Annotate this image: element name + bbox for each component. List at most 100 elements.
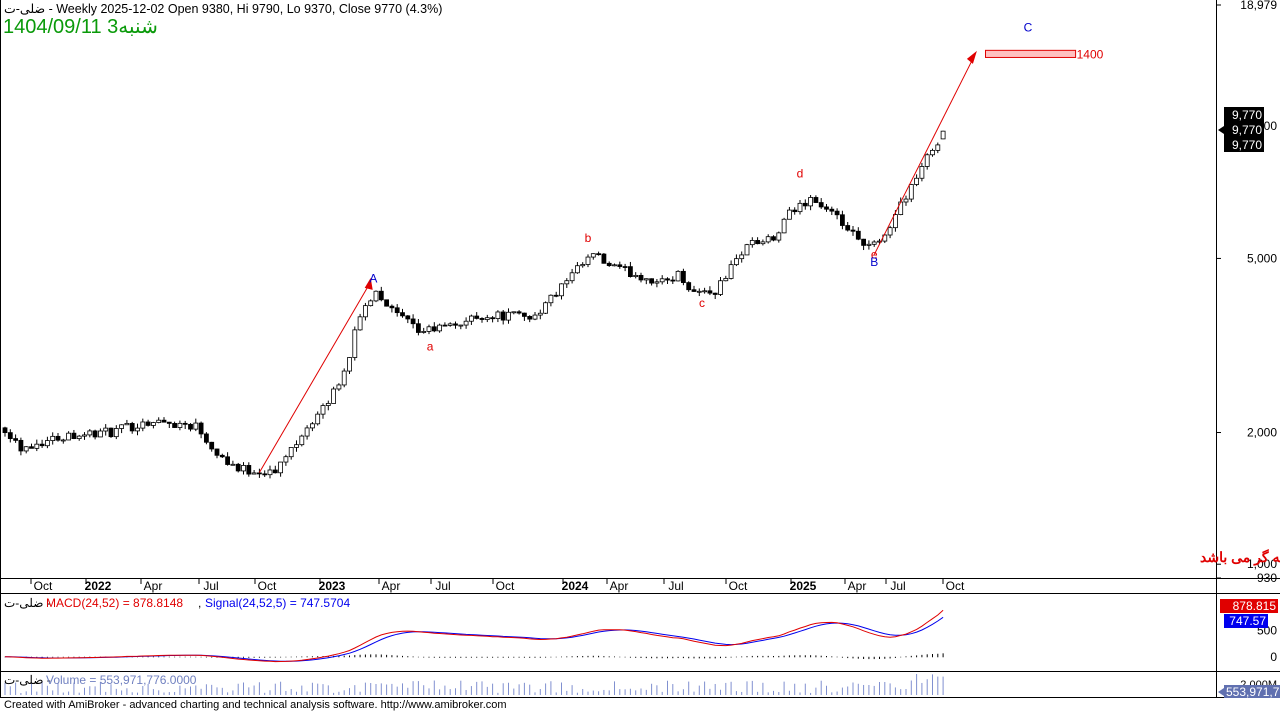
candle-body: [527, 316, 533, 320]
candle-body: [850, 229, 856, 232]
candle-body: [559, 283, 564, 297]
candle-body: [241, 465, 246, 472]
candle-body: [718, 280, 723, 295]
x-tick-label: 2022: [85, 579, 112, 593]
candle-body: [103, 427, 109, 432]
candle-body: [442, 324, 448, 327]
candle-body: [193, 422, 199, 430]
candle-body: [628, 266, 633, 277]
candle-body: [405, 315, 411, 320]
candle-body: [522, 312, 527, 317]
candle-body: [278, 461, 284, 474]
candle-body: [384, 299, 390, 307]
volume-legend-prefix: ضلی-ت -: [4, 673, 51, 687]
candle-body: [845, 225, 851, 231]
candle-body: [66, 432, 71, 441]
candle-body: [564, 280, 570, 285]
macd-legend-sep: ,: [198, 596, 201, 610]
volume-pane[interactable]: 2,000M553,971,7: [4, 674, 1280, 699]
candle-body: [654, 281, 660, 284]
candle-body: [225, 456, 231, 465]
wave-label-d: d: [797, 167, 804, 181]
candle-body: [341, 370, 347, 386]
candle-body: [537, 312, 543, 316]
x-tick-label: Oct: [34, 579, 53, 593]
trend-line-c: [873, 54, 976, 255]
candle-body: [728, 264, 734, 279]
candle-body: [18, 439, 24, 452]
candle-body: [744, 244, 750, 256]
candle-body: [596, 253, 601, 256]
candle-body: [734, 258, 739, 266]
candle-body: [315, 413, 321, 425]
candle-body: [98, 430, 103, 438]
candle-body: [288, 447, 294, 458]
candle-body: [357, 316, 363, 331]
signal-legend: Signal(24,52,5) = 747.5704: [205, 596, 350, 610]
candle-body: [23, 446, 29, 452]
candle-body: [140, 421, 146, 429]
candle-body: [903, 198, 909, 203]
candle-body: [262, 473, 268, 476]
x-tick-label: Apr: [848, 579, 867, 593]
candle-body: [29, 446, 34, 449]
wave-label-A: A: [369, 272, 377, 286]
candle-body: [893, 214, 898, 229]
macd-value-box: [1220, 599, 1278, 613]
candle-body: [543, 302, 548, 314]
candle-body: [739, 254, 745, 260]
candle-body: [712, 292, 718, 295]
x-tick-label: Jul: [890, 579, 905, 593]
candle-body: [659, 278, 665, 283]
candle-body: [453, 323, 458, 326]
candle-body: [182, 422, 188, 425]
x-tick-label: 2025: [790, 579, 817, 593]
candle-body: [691, 289, 697, 292]
candle-body: [468, 315, 474, 322]
candle-body: [696, 290, 702, 293]
candle-body: [2, 427, 8, 434]
candle-body: [781, 218, 787, 234]
macd-value-label: 878.815: [1233, 599, 1277, 613]
candle-body: [309, 423, 315, 429]
candle-body: [76, 435, 82, 440]
trend-arrow-c: [966, 50, 977, 64]
candle-body: [723, 278, 729, 282]
candle-body: [553, 294, 559, 297]
candle-body: [203, 433, 209, 443]
x-tick-label: Jul: [203, 579, 218, 593]
candle-body: [39, 443, 45, 447]
macd-legend: MACD(24,52) = 878.8148: [46, 596, 183, 610]
candle-body: [362, 305, 368, 318]
candle-body: [935, 144, 941, 151]
candle-body: [368, 300, 374, 307]
candle-body: [500, 311, 506, 321]
candle-body: [55, 435, 61, 441]
candle-body: [887, 227, 893, 236]
candle-body: [60, 439, 66, 442]
candle-body: [643, 278, 649, 281]
trend-arrow-a: [364, 277, 373, 290]
candle-body: [410, 318, 416, 325]
candle-body: [919, 166, 925, 179]
candle-body: [638, 274, 644, 281]
candle-body: [82, 434, 87, 437]
candle-body: [34, 443, 40, 449]
x-axis: Oct 2022 Apr Jul Oct 2023 Apr Jul Oct 2024 Apr Jul O…: [30, 578, 965, 593]
candle-body: [575, 265, 580, 274]
candle-body: [802, 202, 808, 207]
candle-body: [145, 421, 151, 426]
candle-body: [914, 177, 919, 185]
candle-body: [861, 238, 866, 246]
price-pane[interactable]: 1400 Aa b c d eB C: [2, 21, 1104, 479]
candle-body: [484, 317, 490, 320]
candle-body: [617, 264, 623, 267]
candle-body: [304, 427, 310, 437]
x-tick-label: Oct: [946, 579, 965, 593]
candle-body: [855, 230, 861, 240]
candle-body: [749, 240, 755, 246]
price-label: 9,770: [1232, 108, 1262, 122]
candle-body: [150, 422, 156, 426]
